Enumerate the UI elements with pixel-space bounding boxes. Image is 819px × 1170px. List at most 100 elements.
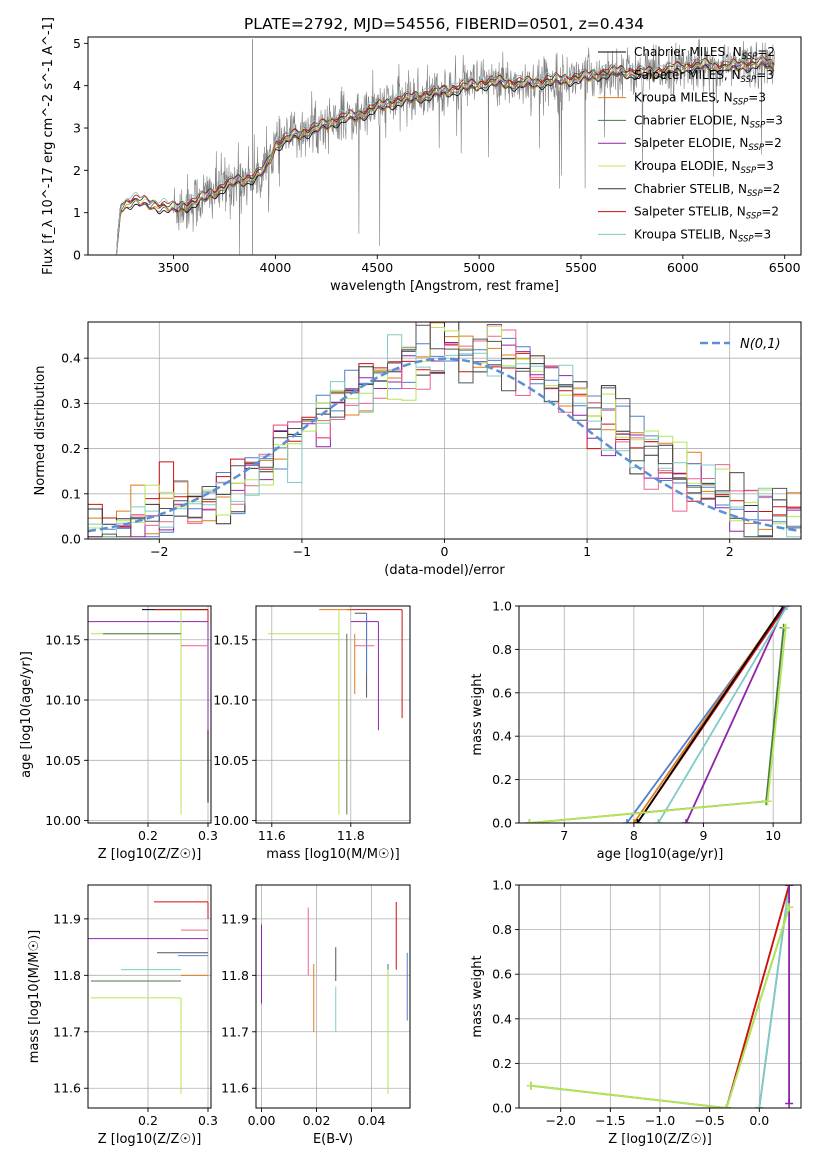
y-tick-label: 0.2 xyxy=(61,441,81,456)
x-tick-label: 9 xyxy=(700,828,708,843)
y-tick-label: 10.00 xyxy=(213,813,249,828)
x-tick-label: 6500 xyxy=(769,260,801,275)
legend-subscript: SSP xyxy=(750,120,766,130)
legend-value: =2 xyxy=(757,45,775,59)
axes-frame xyxy=(87,36,802,256)
x-tick-label: −2.0 xyxy=(546,1113,576,1128)
axes-frame xyxy=(87,605,212,824)
y-tick-label: 0.8 xyxy=(492,922,512,937)
mass_vs_ebv-panel: 0.00 0.02 0.04 11.6 11.7 11.8 11.9 E(B-V) xyxy=(221,884,411,1147)
legend-subscript: SSP xyxy=(738,234,754,244)
x-tick-label: 1 xyxy=(583,544,591,559)
x-axis-label: age [log10(age/yr)] xyxy=(597,847,724,862)
x-tick-label: 0.04 xyxy=(358,1113,386,1128)
massweight_vs_Z-plot-area xyxy=(526,885,794,1108)
y-tick-label: 11.8 xyxy=(221,968,249,983)
mass-weight-marker xyxy=(785,1099,794,1108)
x-tick-label: −1.5 xyxy=(595,1113,625,1128)
y-tick-label: 0.2 xyxy=(492,772,512,787)
legend-subscript: SSP xyxy=(741,75,757,85)
x-tick-label: 0.3 xyxy=(198,1113,218,1128)
mass-weight-marker xyxy=(781,623,790,632)
x-tick-label: 4000 xyxy=(260,260,292,275)
y-axis-label: Flux [f_λ 10^-17 erg cm^-2 s^-1 A^-1] xyxy=(41,17,56,275)
legend-entry: Kroupa MILES, NSSP=3 xyxy=(634,91,766,108)
y-tick-label: 3 xyxy=(73,121,81,136)
y-tick-label: 2 xyxy=(73,163,81,178)
legend-entry-text: Chabrier ELODIE, N xyxy=(634,113,750,127)
x-tick-label: 0.3 xyxy=(198,828,218,843)
x-tick-label: 5000 xyxy=(463,260,495,275)
mass-weight-line xyxy=(636,606,785,823)
x-tick-label: 0.0 xyxy=(749,1113,769,1128)
residuals-panel: N(0,1) −2 −1 0 1 2 0.0 0.1 0.2 0.3 0.4 (data-model)… xyxy=(33,321,802,578)
x-tick-label: 2 xyxy=(726,544,734,559)
legend-entry: Salpeter MILES, NSSP=3 xyxy=(634,68,774,85)
legend-value: =2 xyxy=(764,136,782,150)
mass-weight-line xyxy=(657,606,788,823)
legend-entry: Chabrier STELIB, NSSP=2 xyxy=(634,182,780,199)
x-tick-label: 0.2 xyxy=(138,1113,158,1128)
mass-weight-marker xyxy=(785,903,794,912)
y-tick-label: 11.7 xyxy=(221,1024,249,1039)
legend-subscript: SSP xyxy=(747,189,763,199)
spectrum-legend: Chabrier MILES, NSSP=2 Salpeter MILES, NS… xyxy=(598,45,783,244)
x-axis-label: Z [log10(Z/Z☉)] xyxy=(608,1132,712,1147)
y-tick-label: 11.6 xyxy=(221,1081,249,1096)
legend-entry: Kroupa STELIB, NSSP=3 xyxy=(634,227,771,244)
age_vs_mass-panel: 11.6 11.8 10.00 10.05 10.10 10.15 mass [log10(… xyxy=(213,605,411,862)
y-tick-label: 11.9 xyxy=(53,911,81,926)
y-tick-label: 0.4 xyxy=(492,729,512,744)
y-axis-label: mass weight xyxy=(470,673,485,755)
mass-weight-line xyxy=(758,885,790,1108)
x-tick-label: 0.02 xyxy=(303,1113,331,1128)
legend-entry: Kroupa ELODIE, NSSP=3 xyxy=(634,159,774,176)
legend-entry-text: Kroupa STELIB, N xyxy=(634,227,738,241)
mass-weight-marker xyxy=(722,1104,731,1108)
y-tick-label: 0.3 xyxy=(61,396,81,411)
x-axis-label: Z [log10(Z/Z☉)] xyxy=(98,847,202,862)
model-line-stelib-salpeter xyxy=(116,55,775,255)
axes-frame xyxy=(255,605,411,824)
y-tick-label: 0.6 xyxy=(492,685,512,700)
legend-subscript: SSP xyxy=(733,98,749,108)
legend-subscript: SSP xyxy=(741,166,757,176)
y-tick-label: 0.0 xyxy=(61,532,81,547)
x-tick-label: 3500 xyxy=(158,260,190,275)
x-tick-label: −1.0 xyxy=(645,1113,675,1128)
spectrum-panel: Chabrier MILES, NSSP=2 Salpeter MILES, NS… xyxy=(41,17,802,294)
y-tick-label: 0.4 xyxy=(61,351,81,366)
age_vs_Z-plot-area xyxy=(88,609,209,815)
y-tick-label: 10.05 xyxy=(45,753,81,768)
residuals-plot-area xyxy=(88,322,801,538)
y-tick-label: 1.0 xyxy=(492,599,512,614)
x-tick-label: 0.00 xyxy=(248,1113,276,1128)
error-bar-point xyxy=(91,997,182,1094)
x-tick-label: −2 xyxy=(150,544,168,559)
mass-weight-marker xyxy=(785,885,794,889)
y-tick-label: 11.6 xyxy=(53,1081,81,1096)
massweight_vs_Z-panel: −2.0 −1.5 −1.0 −0.5 0.0 0.0 0.2 0.4 0.6 0.8 1.0 Z [… xyxy=(470,878,802,1147)
y-tick-label: 0.8 xyxy=(492,642,512,657)
mass-weight-line xyxy=(725,885,790,1108)
y-tick-label: 10.15 xyxy=(45,632,81,647)
y-axis-label: mass weight xyxy=(470,955,485,1037)
x-tick-label: 0.2 xyxy=(138,828,158,843)
y-tick-label: 1 xyxy=(73,205,81,220)
legend-entry: Chabrier MILES, NSSP=2 xyxy=(634,45,775,62)
gaussian-curve xyxy=(88,357,801,533)
model-line-miles-chabrier xyxy=(116,62,775,255)
error-bar-point xyxy=(267,609,340,815)
axes-frame xyxy=(87,884,212,1109)
legend-value: =3 xyxy=(765,113,783,127)
error-bar-point xyxy=(91,609,182,815)
x-tick-label: 8 xyxy=(630,828,638,843)
figure-title: PLATE=2792, MJD=54556, FIBERID=0501, z=0… xyxy=(244,15,644,33)
error-bar-point xyxy=(142,609,209,803)
mass-weight-marker xyxy=(682,819,691,823)
massweight_vs_age-panel: 7 8 9 10 0.0 0.2 0.4 0.6 0.8 1.0 age [log10(age/yr… xyxy=(470,599,802,862)
mass-weight-line xyxy=(685,606,786,823)
legend-entry-text: Salpeter ELODIE, N xyxy=(634,136,748,150)
y-axis-label: age [log10(age/yr)] xyxy=(19,651,34,778)
y-tick-label: 10.00 xyxy=(45,813,81,828)
